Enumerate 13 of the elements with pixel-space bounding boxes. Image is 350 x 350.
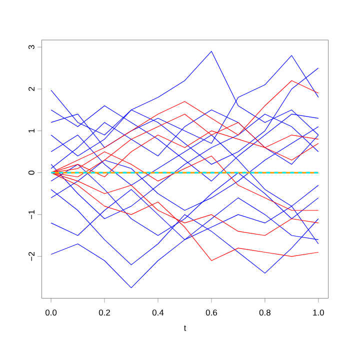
y-tick-label: 2 [28,87,34,91]
x-tick-label: 1.0 [313,310,324,316]
y-tick-label: 3 [28,45,34,50]
x-tick-label: 0.6 [206,310,217,316]
x-tick-label: 0.2 [98,310,110,316]
y-tick-label: −2 [28,252,34,261]
y-tick-label: 0 [28,170,34,175]
x-tick-label: 0.4 [152,310,164,316]
y-tick-label: 1 [28,128,34,133]
x-tick-label: 0.8 [259,310,270,316]
y-tick-label: −1 [28,210,34,219]
x-axis-title: t [184,325,186,331]
x-tick-label: 0.0 [46,310,57,316]
